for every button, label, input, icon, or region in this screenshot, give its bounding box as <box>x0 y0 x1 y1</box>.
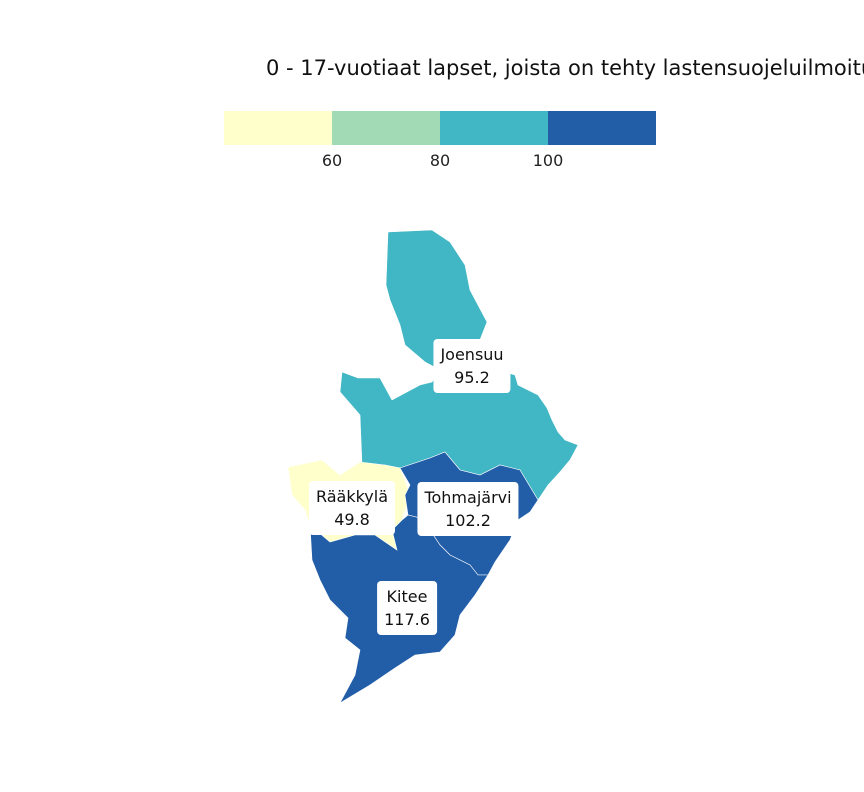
label-kitee: Kitee 117.6 <box>377 581 437 635</box>
label-tohmajarvi-name: Tohmajärvi <box>424 488 512 507</box>
label-joensuu: Joensuu 95.2 <box>433 339 511 393</box>
label-raakkyla: Rääkkylä 49.8 <box>308 481 396 535</box>
label-kitee-value: 117.6 <box>384 610 430 629</box>
label-kitee-name: Kitee <box>386 587 428 606</box>
color-legend <box>224 111 656 145</box>
legend-swatch-3 <box>440 111 548 145</box>
map-title: 0 - 17-vuotiaat lapset, joista on tehty … <box>266 56 864 80</box>
label-tohmajarvi-value: 102.2 <box>445 511 491 530</box>
label-joensuu-name: Joensuu <box>440 345 504 364</box>
label-joensuu-value: 95.2 <box>454 368 490 387</box>
legend-swatch-1 <box>224 111 332 145</box>
legend-swatch-2 <box>332 111 440 145</box>
legend-swatch-4 <box>548 111 656 145</box>
legend-tick-60: 60 <box>321 151 343 170</box>
label-raakkyla-value: 49.8 <box>334 510 370 529</box>
legend-tick-100: 100 <box>532 151 564 170</box>
legend-tick-80: 80 <box>429 151 451 170</box>
label-raakkyla-name: Rääkkylä <box>315 487 389 506</box>
label-tohmajarvi: Tohmajärvi 102.2 <box>417 482 519 536</box>
